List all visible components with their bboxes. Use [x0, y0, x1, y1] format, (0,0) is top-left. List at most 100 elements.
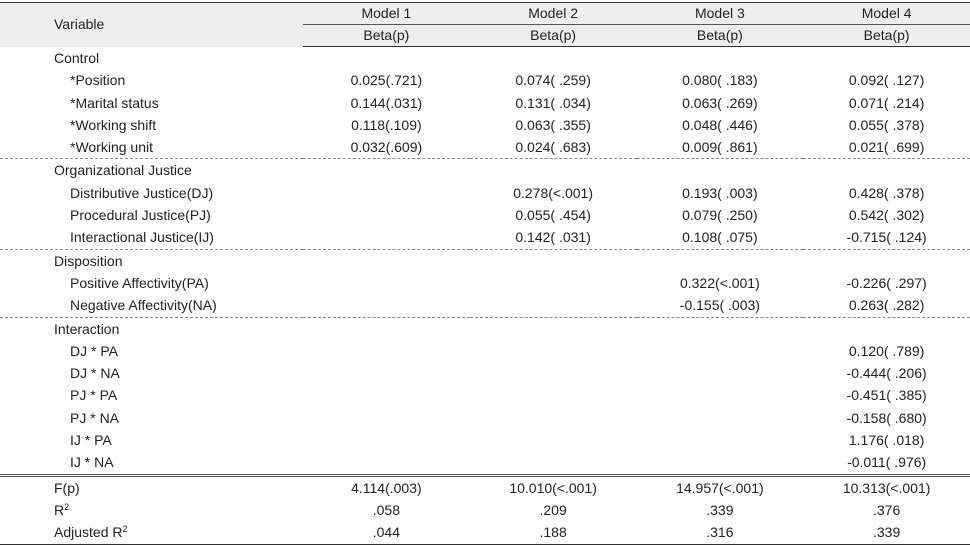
table-row: IJ * PA 1.176( .018)	[0, 429, 970, 451]
empty-cell	[303, 159, 470, 182]
coef-cell: 0.092( .127)	[848, 72, 925, 89]
coef-cell: 0.055( .378)	[848, 116, 925, 133]
coef-cell	[470, 340, 637, 362]
section-title: Control	[54, 49, 100, 66]
stat-label-cell: R2	[0, 499, 303, 521]
coef-cell: 0.131( .034)	[515, 94, 591, 111]
row-label: PJ * PA	[70, 387, 118, 404]
section-header-row: Organizational Justice	[0, 159, 970, 182]
coef-cell	[637, 429, 804, 451]
coef-cell: -0.451( .385)	[846, 387, 927, 404]
coef-cell	[470, 429, 637, 451]
stat-value: .188	[469, 521, 637, 545]
coef-cell: 0.278(<.001)	[513, 184, 594, 201]
coef-cell: 0.063( .355)	[515, 116, 591, 133]
stat-value: .316	[636, 521, 804, 545]
coef-cell	[637, 407, 804, 429]
coef-cell	[303, 204, 470, 226]
section-title: Interaction	[54, 320, 120, 337]
table-row: PJ * NA -0.158( .680)	[0, 407, 970, 429]
stat-value: .044	[303, 521, 470, 545]
stat-row: Adjusted R2.044.188.316.339	[0, 521, 970, 545]
coef-cell: 0.071( .214)	[848, 94, 925, 111]
coef-cell	[303, 407, 470, 429]
coef-cell: 0.080( .183)	[682, 72, 758, 89]
coef-cell: 0.118(.109)	[351, 116, 422, 133]
coef-cell: 0.074( .259)	[515, 72, 591, 89]
coef-cell: 0.021( .699)	[803, 136, 970, 160]
empty-cell	[637, 159, 804, 182]
coef-cell: -0.715( .124)	[803, 226, 970, 250]
empty-cell	[637, 249, 804, 272]
row-label: Procedural Justice(PJ)	[70, 207, 211, 224]
coef-cell: -0.155( .003)	[636, 294, 804, 318]
stat-label: R	[54, 501, 65, 518]
row-label: *Working shift	[70, 116, 157, 133]
coef-cell: -0.226( .297)	[846, 274, 927, 291]
header-model-3: Model 3	[636, 2, 804, 25]
stat-row: F(p) 4.114(.003) 10.010(<.001) 14.957(<.001…	[0, 475, 970, 499]
table-row: *Working shift 0.118(.109) 0.063( .355) 0.0…	[0, 114, 970, 136]
empty-cell	[803, 159, 970, 182]
coef-cell	[470, 272, 637, 294]
coef-cell	[637, 384, 804, 406]
empty-cell	[803, 47, 970, 70]
stat-value: .058	[372, 501, 400, 518]
empty-cell	[470, 317, 637, 340]
table-row: DJ * PA 0.120( .789)	[0, 340, 970, 362]
header-model-1: Model 1	[303, 2, 470, 25]
coef-cell	[303, 429, 470, 451]
row-label: IJ * NA	[0, 451, 303, 477]
coef-cell: 0.009( .861)	[636, 136, 804, 160]
table-row: Distributive Justice(DJ) 0.278(<.001) 0.19…	[0, 182, 970, 204]
coef-cell	[303, 340, 470, 362]
table-row: IJ * NA -0.011( .976)	[0, 451, 970, 477]
coef-cell	[470, 384, 637, 406]
stat-value: .339	[803, 521, 970, 545]
table-row: *Position 0.025(.721) 0.074( .259) 0.080( .…	[0, 69, 970, 91]
coef-cell: 0.144(.031)	[350, 94, 423, 111]
coef-cell	[303, 451, 470, 477]
row-label: *Position	[70, 72, 126, 89]
empty-cell	[303, 47, 470, 70]
coef-cell	[637, 340, 804, 362]
table-row: Negative Affectivity(NA) -0.155( .003) 0.2…	[0, 294, 970, 318]
coef-cell: 0.108( .075)	[636, 226, 804, 250]
row-label: DJ * NA	[70, 365, 120, 382]
coef-cell: 0.542( .302)	[848, 207, 925, 224]
section-header-row: Disposition	[0, 249, 970, 272]
coef-cell	[470, 362, 637, 384]
table-row: Interactional Justice(IJ) 0.142( .031) 0.1…	[0, 226, 970, 250]
coef-cell: 0.193( .003)	[682, 184, 758, 201]
table-body: Control *Position 0.025(.721) 0.074( .259) 0…	[0, 47, 970, 545]
row-label: Interactional Justice(IJ)	[0, 226, 303, 250]
stat-value: .209	[539, 501, 567, 518]
row-label: PJ * NA	[70, 409, 120, 426]
coef-cell: 0.079( .250)	[682, 207, 758, 224]
stat-value: 10.010(<.001)	[509, 479, 597, 496]
coef-cell	[303, 294, 470, 318]
coef-cell: -0.444( .206)	[846, 365, 927, 382]
empty-cell	[470, 159, 637, 182]
coef-cell: 0.428( .378)	[848, 184, 925, 201]
empty-cell	[303, 317, 470, 340]
coef-cell	[303, 362, 470, 384]
coef-cell: -0.011( .976)	[803, 451, 970, 477]
row-label: Negative Affectivity(NA)	[0, 294, 303, 318]
empty-cell	[637, 317, 804, 340]
stat-label-cell: Adjusted R2	[0, 521, 303, 545]
header-beta-p: Beta(p)	[469, 24, 637, 47]
empty-cell	[637, 47, 804, 70]
coef-cell: 0.032(.609)	[303, 136, 470, 160]
coef-cell	[469, 451, 637, 477]
row-label: IJ * PA	[70, 432, 112, 449]
header-model-4: Model 4	[803, 2, 970, 25]
table-row: DJ * NA -0.444( .206)	[0, 362, 970, 384]
empty-cell	[803, 249, 970, 272]
coef-cell	[470, 407, 637, 429]
row-label: *Working unit	[0, 136, 303, 160]
table-row: *Working unit 0.032(.609) 0.024( .683) 0.00…	[0, 136, 970, 160]
stat-value: 14.957(<.001)	[676, 479, 764, 496]
